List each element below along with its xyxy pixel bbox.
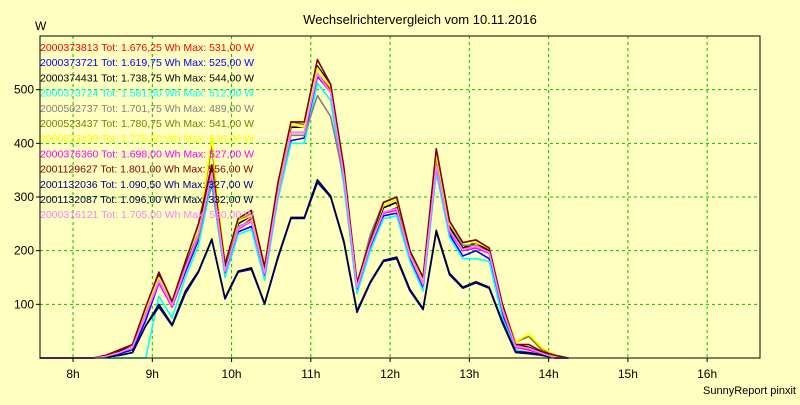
x-tick-label: 16h [697,367,717,381]
legend-entry-1: 2000373813 Tot: 1.676,25 Wh Max: 531,00 … [40,42,254,54]
y-axis-unit: W [35,19,47,33]
y-axis-ticks: 100 200 300 400 500 [14,83,40,311]
chart-title: Wechselrichtervergleich vom 10.11.2016 [303,12,537,27]
legend-entry-11: 2001132087 Tot: 1.096,00 Wh Max: 332,00 … [40,194,253,206]
legend-entry-3: 2000374431 Tot: 1.738,75 Wh Max: 544,00 … [40,72,254,84]
x-tick-label: 11h [301,367,320,381]
legend-entry-2: 2000373721 Tot: 1.619,75 Wh Max: 525,00 … [40,57,254,69]
series-line-11 [39,179,569,359]
x-axis-ticks: 8h 9h 10h 11h 12h 13h 14h 15h 16h [66,358,717,381]
x-tick-label: 8h [66,367,79,381]
x-tick-label: 13h [459,367,479,381]
x-tick-label: 14h [539,367,559,381]
x-tick-label: 10h [222,367,242,381]
legend-entry-8: 2000376360 Tot: 1.698,00 Wh Max: 527,00 … [40,148,254,160]
legend-entry-6: 2000523437 Tot: 1.780,75 Wh Max: 541,00 … [40,118,254,130]
y-tick-label: 200 [14,244,34,258]
y-tick-label: 500 [14,83,34,97]
series-line-2 [39,75,569,359]
y-tick-label: 100 [14,297,34,311]
legend-entry-7: 2000523439 Tot: 1.775,50 Wh Max: 540,00 … [40,133,254,145]
footer-credit: SunnyReport pinxit [703,385,796,397]
grid-lines [40,36,760,358]
series-line-12 [39,72,569,359]
legend-entry-5: 2000502737 Tot: 1.701,75 Wh Max: 489,00 … [40,103,254,115]
x-tick-label: 12h [380,367,400,381]
series-line-9 [39,58,569,359]
legend: 2000373813 Tot: 1.676,25 Wh Max: 531,00 … [40,42,254,221]
legend-entry-10: 2001132036 Tot: 1.090,50 Wh Max: 327,00 … [40,179,253,191]
legend-entry-4: 2000373724 Tot: 1.581,50 Wh Max: 512,00 … [40,88,254,100]
y-tick-label: 400 [14,136,34,150]
y-tick-label: 300 [14,190,34,204]
legend-entry-12: 2000316121 Tot: 1.705,00 Wh Max: 530,00 … [40,209,254,221]
x-tick-label: 9h [146,367,159,381]
x-tick-label: 15h [618,367,638,381]
legend-entry-9: 2001129627 Tot: 1.801,00 Wh Max: 556,00 … [40,164,253,176]
